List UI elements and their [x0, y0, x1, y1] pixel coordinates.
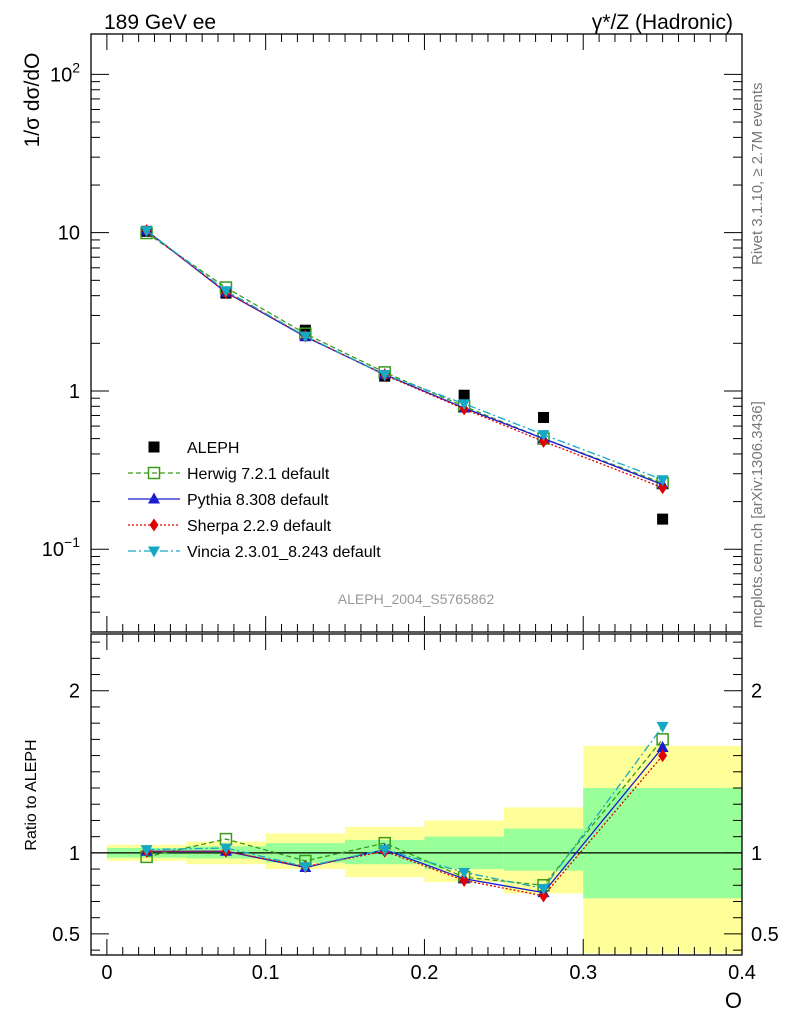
ratio-point-sherpa-2-2-9-default: [459, 873, 469, 887]
legend-label-herwig-7-2-1-default: Herwig 7.2.1 default: [187, 466, 330, 483]
main-ytick-label: 10: [58, 223, 80, 245]
main-ylabel: 1/σ dσ/dO: [21, 53, 44, 148]
legend-marker-sherpa-2-2-9-default: [149, 518, 159, 532]
ratio-ytick-label-right: 2: [751, 681, 762, 703]
xtick-label: 0.3: [569, 962, 597, 984]
main-point-vincia-2-3-01-8-243-default: [140, 226, 153, 238]
ratio-ytick-label-left: 2: [69, 681, 80, 703]
ratio-point-vincia-2-3-01-8-243-default: [458, 867, 471, 879]
ratio-band-inner: [583, 788, 742, 899]
legend-marker-aleph: [148, 441, 160, 453]
ratio-point-vincia-2-3-01-8-243-default: [537, 884, 550, 896]
header-left: 189 GeV ee: [104, 11, 216, 34]
header-right: γ*/Z (Hadronic): [592, 11, 733, 34]
ratio-point-vincia-2-3-01-8-243-default: [219, 843, 232, 855]
ratio-point-pythia-8-308-default: [656, 740, 669, 752]
legend-marker-pythia-8-308-default: [148, 492, 160, 504]
main-point-vincia-2-3-01-8-243-default: [537, 430, 550, 442]
main-point-vincia-2-3-01-8-243-default: [458, 399, 471, 411]
main-point-aleph: [538, 411, 550, 423]
mcplots-label: mcplots.cern.ch [arXiv:1306.3436]: [749, 401, 766, 628]
legend-marker-herwig-7-2-1-default: [147, 466, 161, 480]
ratio-point-sherpa-2-2-9-default: [539, 889, 549, 903]
main-ytick-label: 1: [69, 381, 80, 403]
main-point-sherpa-2-2-9-default: [539, 434, 549, 448]
main-point-sherpa-2-2-9-default: [658, 481, 668, 495]
main-ytick-label: 10−1: [42, 534, 80, 561]
ratio-frame: [90, 633, 743, 956]
legend-label-pythia-8-308-default: Pythia 8.308 default: [187, 492, 329, 509]
main-point-vincia-2-3-01-8-243-default: [299, 331, 312, 343]
ratio-ytick-label-left: 1: [69, 843, 80, 865]
legend-label-sherpa-2-2-9-default: Sherpa 2.2.9 default: [187, 518, 332, 535]
xtick-label: 0.4: [728, 962, 756, 984]
legend-label-vincia-2-3-01-8-243-default: Vincia 2.3.01_8.243 default: [187, 544, 381, 561]
ratio-point-sherpa-2-2-9-default: [658, 749, 668, 763]
ratio-point-vincia-2-3-01-8-243-default: [299, 862, 312, 874]
legend-label-aleph: ALEPH: [187, 440, 239, 457]
xtick-label: 0.2: [411, 962, 439, 984]
legend-marker-vincia-2-3-01-8-243-default: [148, 546, 160, 558]
main-point-aleph: [458, 389, 470, 401]
legend: ALEPH Herwig 7.2.1 default Pythia 8.308 de…: [128, 440, 381, 561]
ratio-ytick-label-left: 0.5: [52, 924, 80, 946]
ratio-point-vincia-2-3-01-8-243-default: [140, 845, 153, 857]
ratio-point-vincia-2-3-01-8-243-default: [378, 845, 391, 857]
analysis-id: ALEPH_2004_S5765862: [338, 591, 495, 607]
main-ytick-label: 102: [50, 59, 80, 86]
xtick-label: 0.1: [252, 962, 280, 984]
main-point-vincia-2-3-01-8-243-default: [378, 370, 391, 382]
main-frame: [90, 33, 743, 633]
ratio-xlabel: O: [725, 988, 742, 1013]
main-point-vincia-2-3-01-8-243-default: [219, 286, 232, 298]
rivet-label: Rivet 3.1.10, ≥ 2.7M events: [749, 83, 766, 266]
ratio-ytick-label-right: 0.5: [751, 924, 779, 946]
ratio-ytick-label-right: 1: [751, 843, 762, 865]
main-point-vincia-2-3-01-8-243-default: [656, 475, 669, 487]
ratio-point-vincia-2-3-01-8-243-default: [656, 721, 669, 733]
xtick-label: 0: [101, 962, 112, 984]
main-point-aleph: [657, 513, 669, 525]
ratio-ylabel: Ratio to ALEPH: [23, 739, 40, 850]
